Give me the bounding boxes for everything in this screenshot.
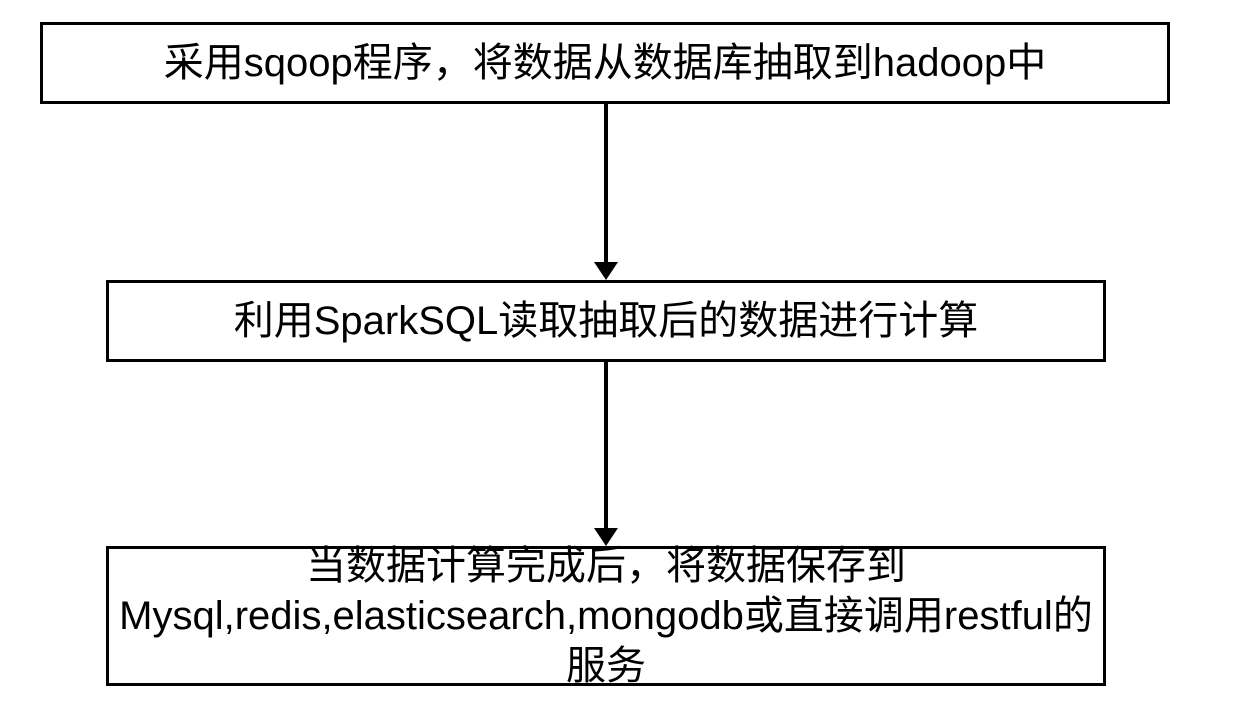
flowchart-canvas: 采用sqoop程序，将数据从数据库抽取到hadoop中利用SparkSQL读取抽… <box>0 0 1240 708</box>
flow-node-step1: 采用sqoop程序，将数据从数据库抽取到hadoop中 <box>40 22 1170 104</box>
flow-node-label: 当数据计算完成后，将数据保存到Mysql,redis,elasticsearch… <box>119 541 1093 691</box>
flow-node-step2: 利用SparkSQL读取抽取后的数据进行计算 <box>106 280 1106 362</box>
flow-node-step3: 当数据计算完成后，将数据保存到Mysql,redis,elasticsearch… <box>106 546 1106 686</box>
flow-node-label: 采用sqoop程序，将数据从数据库抽取到hadoop中 <box>164 38 1046 88</box>
flow-node-label: 利用SparkSQL读取抽取后的数据进行计算 <box>234 296 979 346</box>
edge-arrowhead <box>594 262 618 280</box>
